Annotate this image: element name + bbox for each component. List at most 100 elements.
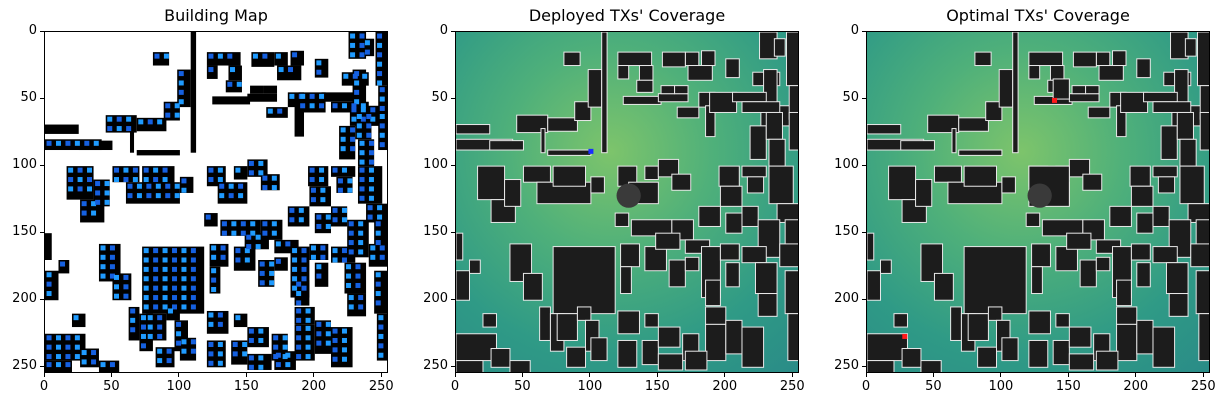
y-tick-label: 0 bbox=[850, 23, 859, 38]
candidate-marker bbox=[309, 177, 315, 183]
candidate-marker bbox=[248, 328, 254, 334]
building bbox=[987, 306, 1003, 321]
candidate-marker bbox=[358, 240, 364, 246]
candidate-marker bbox=[181, 178, 187, 184]
candidate-marker bbox=[282, 335, 288, 341]
x-tick-label: 50 bbox=[925, 379, 942, 394]
candidate-marker bbox=[143, 248, 149, 254]
candidate-marker bbox=[316, 321, 322, 327]
candidate-marker bbox=[354, 80, 360, 86]
y-tick bbox=[862, 97, 866, 99]
candidate-marker bbox=[242, 341, 248, 347]
candidate-marker bbox=[292, 276, 298, 282]
candidate-marker bbox=[208, 312, 214, 318]
candidate-marker bbox=[95, 199, 101, 205]
candidate-marker bbox=[217, 53, 223, 59]
candidate-marker bbox=[358, 249, 364, 255]
building bbox=[698, 205, 721, 227]
candidate-marker bbox=[157, 315, 163, 321]
x-tick-label: 250 bbox=[1190, 379, 1216, 394]
candidate-marker bbox=[95, 190, 101, 196]
y-tick-label: 150 bbox=[12, 224, 37, 240]
candidate-marker bbox=[77, 177, 83, 183]
building bbox=[112, 166, 140, 183]
building bbox=[657, 326, 681, 348]
candidate-marker bbox=[113, 167, 119, 173]
building bbox=[556, 313, 578, 341]
building bbox=[1031, 266, 1043, 295]
x-tick bbox=[1202, 373, 1204, 377]
building bbox=[701, 50, 716, 67]
candidate-marker bbox=[275, 352, 281, 358]
candidate-marker bbox=[351, 103, 357, 109]
building bbox=[263, 85, 278, 94]
x-tick-label: 150 bbox=[644, 379, 670, 394]
candidate-marker bbox=[341, 328, 347, 334]
candidate-marker bbox=[355, 282, 361, 288]
building bbox=[129, 128, 135, 153]
candidate-marker bbox=[259, 280, 265, 286]
candidate-marker bbox=[143, 167, 149, 173]
candidate-marker bbox=[316, 60, 322, 66]
candidate-marker bbox=[348, 240, 354, 246]
building bbox=[1152, 165, 1178, 178]
candidate-marker bbox=[81, 201, 87, 207]
candidate-marker bbox=[81, 210, 87, 216]
building bbox=[128, 306, 140, 341]
candidate-marker bbox=[350, 136, 356, 142]
building bbox=[1168, 293, 1189, 317]
candidate-marker bbox=[255, 244, 261, 250]
candidate-marker bbox=[246, 234, 252, 240]
candidate-marker bbox=[181, 257, 187, 263]
candidate-marker bbox=[208, 360, 214, 366]
candidate-marker bbox=[289, 93, 295, 99]
candidate-marker bbox=[305, 335, 311, 341]
candidate-marker bbox=[153, 248, 159, 254]
building bbox=[644, 246, 667, 272]
candidate-marker bbox=[347, 187, 353, 193]
building bbox=[1012, 32, 1019, 154]
building bbox=[958, 149, 1003, 156]
building bbox=[757, 293, 778, 317]
candidate-marker bbox=[167, 308, 173, 314]
candidate-marker bbox=[341, 356, 347, 362]
building bbox=[617, 339, 638, 368]
x-tick bbox=[1067, 373, 1069, 377]
candidate-marker bbox=[305, 325, 311, 331]
y-tick-label: 50 bbox=[20, 90, 37, 106]
candidate-marker bbox=[275, 53, 281, 59]
candidate-marker bbox=[153, 177, 159, 183]
candidate-marker bbox=[296, 317, 302, 323]
candidate-marker bbox=[146, 183, 152, 189]
candidate-marker bbox=[100, 273, 106, 279]
building bbox=[684, 51, 700, 67]
candidate-marker bbox=[157, 348, 163, 354]
candidate-marker bbox=[271, 185, 277, 191]
building bbox=[1190, 243, 1209, 268]
candidate-marker bbox=[379, 123, 385, 129]
building bbox=[1082, 173, 1103, 191]
candidate-marker bbox=[220, 245, 226, 251]
candidate-marker bbox=[356, 113, 362, 119]
candidate-marker bbox=[157, 358, 163, 364]
candidate-marker bbox=[217, 312, 223, 318]
candidate-marker bbox=[262, 185, 268, 191]
candidate-marker bbox=[248, 337, 254, 343]
candidate-marker bbox=[341, 167, 347, 173]
building bbox=[1152, 205, 1170, 227]
candidate-marker bbox=[140, 324, 146, 330]
building bbox=[732, 91, 767, 103]
candidate-marker bbox=[348, 249, 354, 255]
candidate-marker bbox=[310, 197, 316, 203]
candidate-marker bbox=[74, 140, 80, 146]
candidate-marker bbox=[275, 362, 281, 368]
candidate-marker bbox=[65, 335, 71, 341]
candidate-marker bbox=[301, 276, 307, 282]
candidate-marker bbox=[178, 89, 184, 95]
candidate-marker bbox=[208, 53, 214, 59]
candidate-marker bbox=[292, 257, 298, 263]
candidate-marker bbox=[227, 53, 233, 59]
candidate-marker bbox=[104, 181, 110, 187]
building bbox=[1152, 326, 1176, 368]
map-image bbox=[455, 31, 799, 373]
